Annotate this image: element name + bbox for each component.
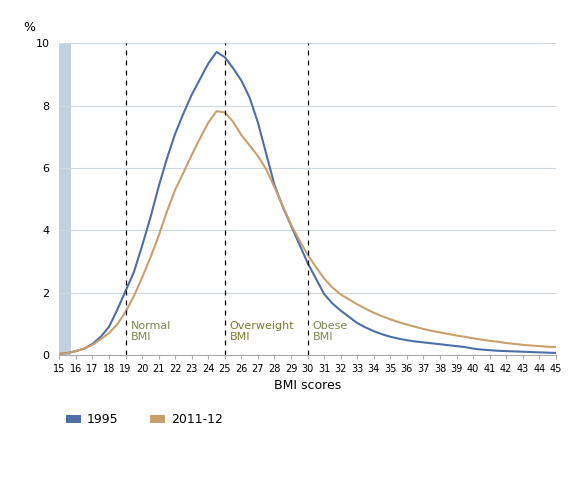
Bar bbox=[59, 43, 71, 355]
Text: Normal
BMI: Normal BMI bbox=[130, 320, 171, 342]
X-axis label: BMI scores: BMI scores bbox=[274, 380, 341, 392]
Y-axis label: %: % bbox=[24, 21, 36, 34]
Text: Overweight
BMI: Overweight BMI bbox=[230, 320, 294, 342]
Legend: 1995, 2011-12: 1995, 2011-12 bbox=[66, 414, 223, 426]
Text: Obese
BMI: Obese BMI bbox=[313, 320, 348, 342]
